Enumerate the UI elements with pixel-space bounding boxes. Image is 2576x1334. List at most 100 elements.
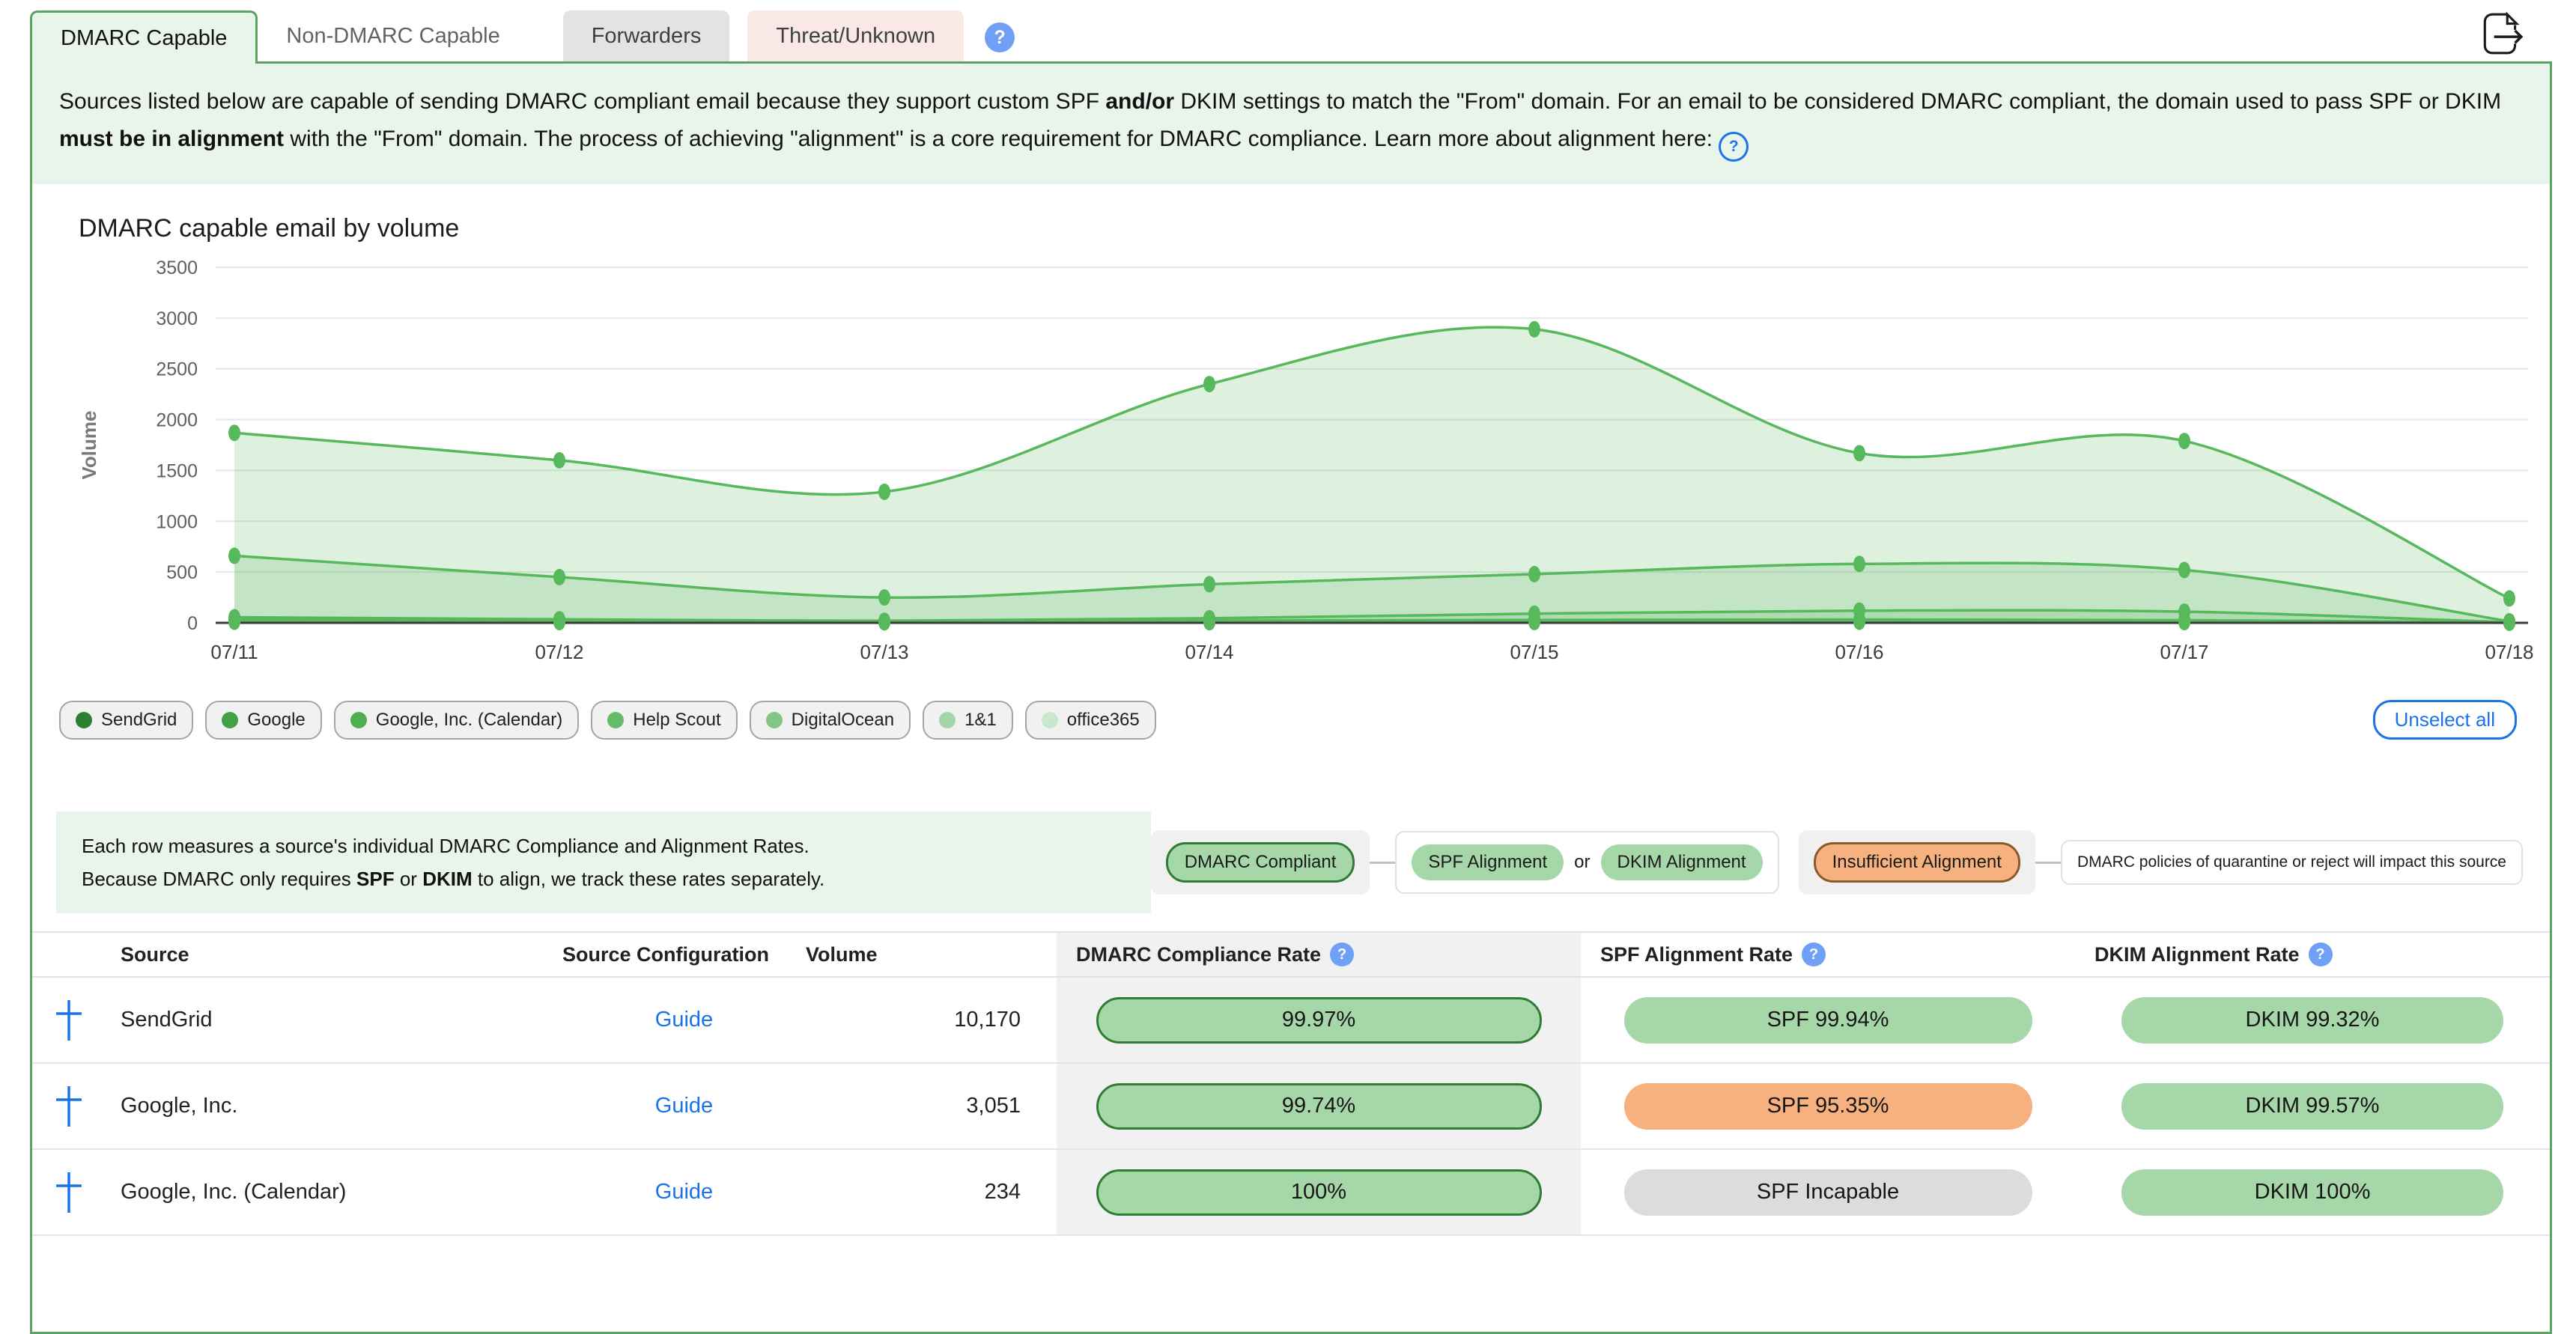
data-point[interactable] — [2178, 614, 2190, 631]
dmarc-rate-help-icon[interactable]: ? — [1330, 942, 1355, 966]
tab-non-dmarc-capable[interactable]: Non-DMARC Capable — [258, 10, 529, 61]
legend-chip-Google, Inc. (Calendar)[interactable]: Google, Inc. (Calendar) — [333, 700, 580, 740]
data-point[interactable] — [1528, 320, 1540, 338]
series-line-Google — [234, 554, 2510, 623]
description-text: Sources listed below are capable of send… — [59, 89, 1106, 114]
data-point[interactable] — [878, 589, 890, 606]
legend-chip-label: SendGrid — [101, 709, 177, 730]
legend-dot — [222, 711, 239, 728]
data-point[interactable] — [878, 614, 890, 631]
data-point[interactable] — [1528, 565, 1540, 582]
guide-link[interactable]: Guide — [654, 1008, 714, 1032]
legend-chip-label: Google, Inc. (Calendar) — [375, 709, 563, 730]
data-point[interactable] — [228, 424, 240, 442]
spf-alignment-rate-cell: SPF 99.94% — [1581, 978, 2075, 1062]
expand-row-button[interactable] — [55, 997, 85, 1044]
data-point[interactable] — [1853, 555, 1865, 573]
data-point[interactable] — [553, 451, 565, 469]
dkim-rate-help-icon[interactable]: ? — [2308, 942, 2333, 966]
x-tick-label: 07/17 — [2160, 641, 2208, 663]
series-line-SendGrid — [234, 326, 2510, 600]
tab-forwarders[interactable]: Forwarders — [562, 10, 730, 61]
y-tick-label: 500 — [166, 562, 198, 583]
legend-chip-label: DigitalOcean — [791, 709, 895, 730]
y-tick-label: 2500 — [156, 359, 198, 380]
description-text: with the "From" domain. The process of a… — [284, 127, 1719, 151]
data-point[interactable] — [1203, 576, 1215, 593]
data-point[interactable] — [2178, 433, 2190, 450]
data-point[interactable] — [228, 547, 240, 564]
source-cell: Google, Inc. — [100, 1064, 562, 1148]
source-configuration-cell: Guide — [562, 1150, 806, 1234]
dmarc-compliance-rate-cell: 100% — [1057, 1150, 1581, 1234]
dmarc-compliance-rate-pill: 100% — [1096, 1169, 1542, 1216]
table-row: Google, Inc. Guide 3,051 99.74% SPF 95.35% DK… — [32, 1064, 2550, 1150]
key-connector — [1370, 861, 1396, 864]
header-spf-alignment-rate: SPF Alignment Rate? — [1581, 933, 2075, 976]
guide-link[interactable]: Guide — [654, 1094, 714, 1118]
note-bold: SPF — [356, 868, 395, 890]
tab-dmarc-capable[interactable]: DMARC Capable — [30, 10, 258, 64]
y-tick-label: 2000 — [156, 410, 198, 431]
volume-value: 234 — [984, 1180, 1021, 1204]
header-expander — [32, 933, 100, 976]
data-point[interactable] — [1853, 613, 1865, 630]
spf-rate-help-icon[interactable]: ? — [1802, 942, 1826, 966]
legend-dot — [939, 711, 956, 728]
expand-row-button[interactable] — [55, 1169, 85, 1216]
table-body: SendGrid Guide 10,170 99.97% SPF 99.94% DKIM … — [32, 978, 2550, 1236]
legend-chip-SendGrid[interactable]: SendGrid — [59, 700, 194, 740]
x-tick-label: 07/12 — [535, 641, 583, 663]
export-button[interactable] — [2479, 10, 2525, 59]
dmarc-capable-panel: Sources listed below are capable of send… — [30, 61, 2552, 1334]
header-source-configuration: Source Configuration — [562, 933, 806, 976]
chart-title: DMARC capable email by volume — [79, 214, 460, 243]
volume-cell: 234 — [806, 1150, 1057, 1234]
unselect-all-button[interactable]: Unselect all — [2372, 700, 2517, 740]
legend-chip-DigitalOcean[interactable]: DigitalOcean — [749, 700, 911, 740]
data-point[interactable] — [1853, 445, 1865, 462]
header-label: Volume — [806, 942, 878, 966]
description-bold: must be in alignment — [59, 127, 285, 151]
x-tick-label: 07/11 — [210, 641, 258, 663]
legend-chip-label: Google — [247, 709, 306, 730]
data-point[interactable] — [1528, 613, 1540, 630]
data-point[interactable] — [2503, 614, 2515, 631]
guide-link[interactable]: Guide — [654, 1180, 714, 1204]
data-point[interactable] — [228, 613, 240, 630]
legend-dot — [1041, 711, 1058, 728]
legend-chip-Google[interactable]: Google — [205, 700, 322, 740]
legend-chip-1&1[interactable]: 1&1 — [923, 700, 1013, 740]
data-point[interactable] — [1203, 614, 1215, 631]
x-tick-label: 07/13 — [860, 641, 908, 663]
key-connector — [2035, 861, 2061, 864]
data-point[interactable] — [553, 568, 565, 585]
legend-chip-Help Scout[interactable]: Help Scout — [591, 700, 738, 740]
tab-threat-unknown[interactable]: Threat/Unknown — [747, 10, 965, 61]
data-point[interactable] — [2178, 561, 2190, 579]
series-area-Google — [234, 555, 2509, 623]
expand-row-button[interactable] — [55, 1083, 85, 1130]
data-point[interactable] — [1203, 376, 1215, 393]
legend-dot — [76, 711, 92, 728]
spf-alignment-rate-cell: SPF 95.35% — [1581, 1064, 2075, 1148]
note-line2: Because DMARC only requires — [82, 868, 357, 890]
data-point[interactable] — [878, 483, 890, 500]
data-point[interactable] — [553, 614, 565, 631]
expander-cell — [32, 1150, 100, 1234]
spf-alignment-rate-pill: SPF Incapable — [1623, 1169, 2032, 1216]
tab-label: Non-DMARC Capable — [286, 23, 500, 48]
tabs-help-icon[interactable]: ? — [985, 22, 1015, 52]
header-source: Source — [100, 933, 562, 976]
dkim-alignment-rate-cell: DKIM 99.57% — [2075, 1064, 2550, 1148]
legend-chip-label: office365 — [1066, 709, 1140, 730]
source-cell: SendGrid — [100, 978, 562, 1062]
expander-cell — [32, 1064, 100, 1148]
source-name: Google, Inc. — [121, 1094, 238, 1118]
alignment-help-icon[interactable]: ? — [1719, 132, 1749, 162]
dkim-alignment-rate-cell: DKIM 99.32% — [2075, 978, 2550, 1062]
key-alignment-box: SPF Alignment or DKIM Alignment — [1395, 831, 1779, 894]
legend-chip-office365[interactable]: office365 — [1024, 700, 1156, 740]
data-point[interactable] — [2503, 590, 2515, 607]
spf-alignment-rate-cell: SPF Incapable — [1581, 1150, 2075, 1234]
